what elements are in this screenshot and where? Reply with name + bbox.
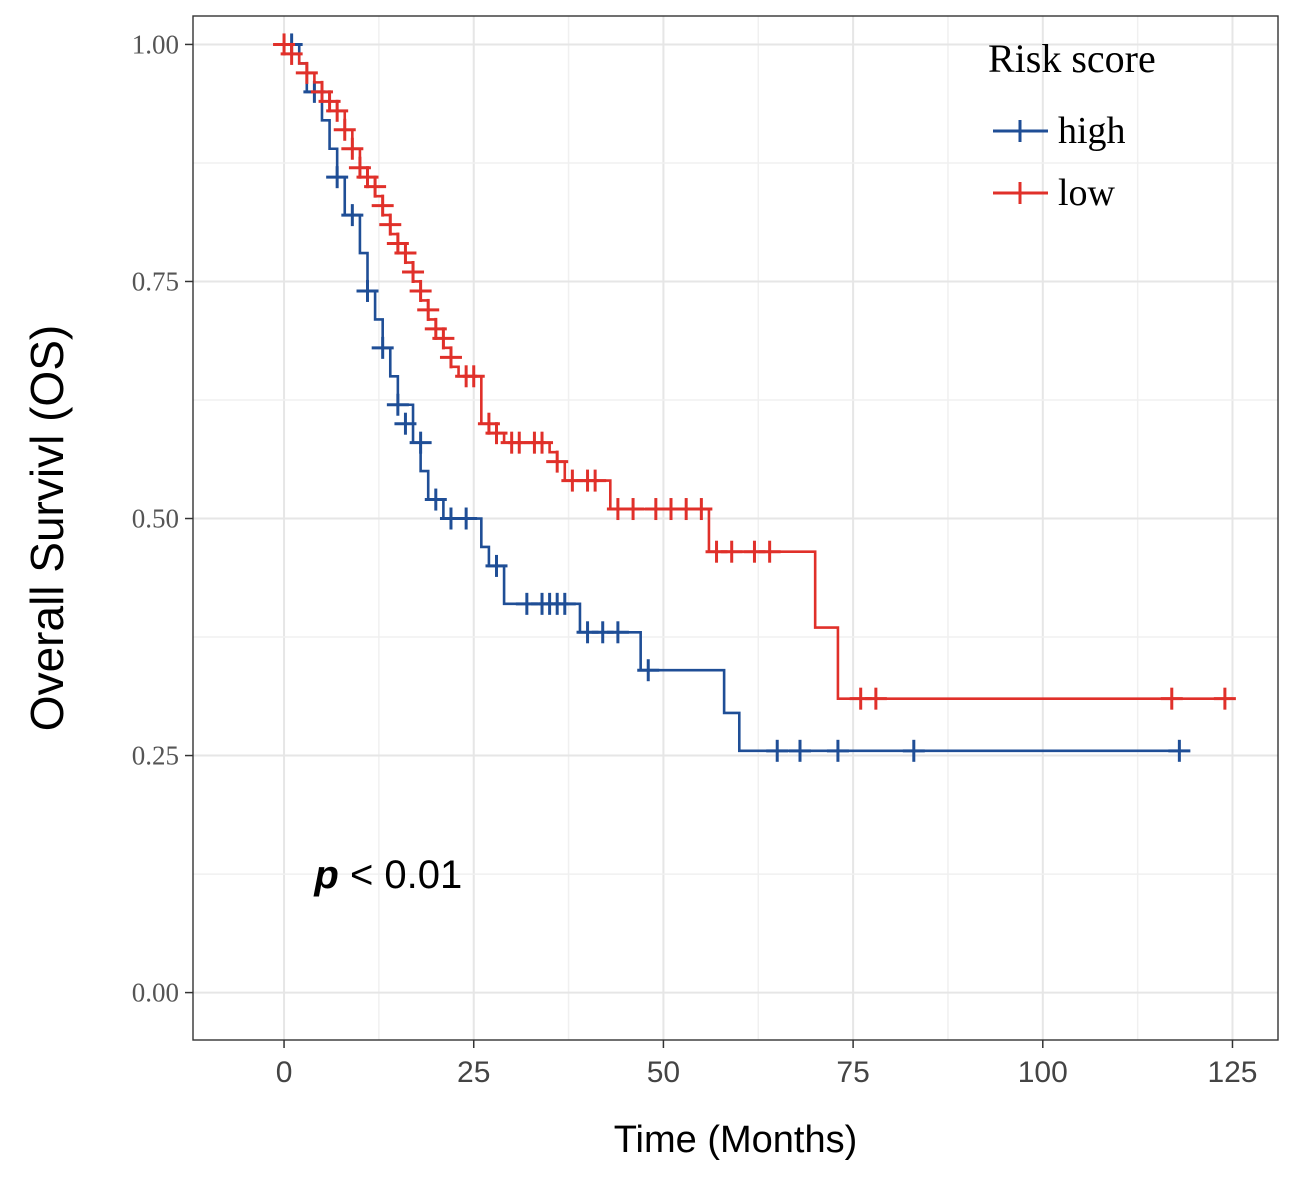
legend: Risk score high low (988, 36, 1156, 214)
legend-item-high: high (993, 110, 1126, 152)
censor-mark-high (356, 279, 379, 302)
p-value-italic: p (313, 853, 338, 897)
censor-mark-high (386, 393, 409, 416)
censor-mark-low (394, 242, 417, 265)
series-high (280, 33, 1191, 762)
censor-mark-high (341, 204, 364, 227)
censor-mark-low (531, 431, 554, 454)
x-tick-label: 50 (647, 1056, 680, 1089)
censor-mark-low (462, 365, 485, 388)
survival-curve-high (284, 43, 1180, 753)
censor-mark-high (766, 739, 789, 762)
censor-mark-low (439, 346, 462, 369)
series-low (273, 33, 1236, 710)
censor-mark-low (720, 540, 743, 563)
censor-mark-low (546, 450, 569, 473)
legend-title: Risk score (988, 36, 1156, 81)
censor-mark-low (758, 540, 781, 563)
censor-mark-low (364, 175, 387, 198)
x-tick-label: 100 (1018, 1056, 1068, 1089)
y-tick-label: 0.75 (132, 266, 179, 296)
censor-mark-high (553, 592, 576, 615)
censor-mark-high (455, 507, 478, 530)
x-tick-label: 0 (276, 1056, 293, 1089)
censor-mark-high (606, 621, 629, 644)
censor-mark-low (417, 298, 440, 321)
legend-item-low: low (993, 172, 1116, 214)
x-tick-label: 125 (1207, 1056, 1257, 1089)
legend-items: high low (993, 110, 1126, 214)
x-tick-label: 75 (836, 1056, 869, 1089)
censor-mark-low (485, 422, 508, 445)
censor-mark-high (409, 431, 432, 454)
censor-mark-high (326, 166, 349, 189)
censor-mark-low (584, 469, 607, 492)
censor-mark-low (280, 42, 303, 65)
grid (193, 16, 1278, 1040)
censor-mark-high (394, 412, 417, 435)
censor-mark-low (1213, 687, 1236, 710)
p-value-text: < 0.01 (339, 853, 462, 897)
plot-border (192, 15, 1279, 1041)
censor-mark-high (485, 554, 508, 577)
censor-mark-low (371, 194, 394, 217)
censor-mark-low (333, 118, 356, 141)
censor-mark-low (295, 61, 318, 84)
axes: 0 25 50 75 100 125 0.00 0.25 0.50 0.75 1.00 (132, 29, 1258, 1089)
censor-mark-low (432, 327, 455, 350)
censor-mark-low (341, 137, 364, 160)
censor-mark-high (1168, 739, 1191, 762)
x-axis-title: Time (Months) (614, 1119, 858, 1161)
censor-mark-low (622, 498, 645, 521)
censor-mark-low (379, 213, 402, 236)
censor-mark-high (902, 739, 925, 762)
censor-mark-low (1160, 687, 1183, 710)
censor-mark-low (326, 99, 349, 122)
y-axis-title: Overall Survivl (OS) (21, 325, 73, 731)
y-tick-label: 0.25 (132, 741, 179, 771)
y-tick-label: 0.00 (132, 978, 179, 1008)
legend-label-high: high (1058, 110, 1126, 152)
y-tick-label: 1.00 (132, 29, 179, 59)
p-value-annotation: p < 0.01 (313, 853, 462, 897)
x-tick-label: 25 (457, 1056, 490, 1089)
y-tick-label: 0.50 (132, 504, 179, 534)
censor-mark-high (826, 739, 849, 762)
censor-mark-low (409, 279, 432, 302)
censor-mark-low (690, 498, 713, 521)
censor-mark-high (788, 739, 811, 762)
censor-mark-high (424, 488, 447, 511)
series-layer (273, 33, 1236, 762)
censor-mark-low (402, 261, 425, 283)
legend-label-low: low (1058, 172, 1116, 214)
censor-mark-high (371, 336, 394, 359)
censor-mark-high (637, 659, 660, 682)
censor-mark-low (864, 687, 887, 710)
